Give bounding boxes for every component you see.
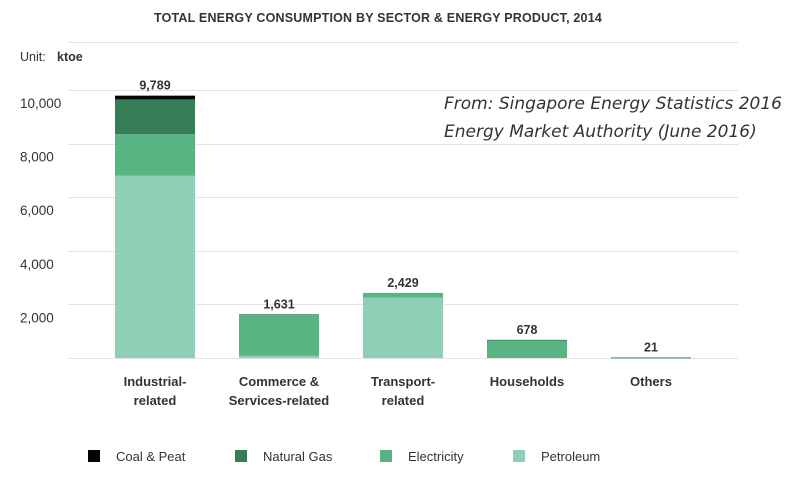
total-label: 9,789 (139, 79, 170, 93)
y-tick-label: 8,000 (20, 150, 54, 165)
x-category-label: Transport-related (371, 374, 435, 408)
bar-electricity (363, 292, 443, 298)
bars (115, 95, 691, 359)
legend-label: Petroleum (541, 449, 600, 464)
unit-label: Unit: (20, 50, 46, 64)
total-label: 1,631 (263, 297, 294, 311)
legend-item-petroleum: Petroleum (513, 449, 600, 464)
y-tick-label: 10,000 (20, 96, 61, 111)
y-tick-label: 6,000 (20, 203, 54, 218)
bar-petroleum (363, 297, 443, 358)
legend-swatch (235, 450, 247, 462)
bar-electricity (115, 134, 195, 176)
chart-title: TOTAL ENERGY CONSUMPTION BY SECTOR & ENE… (154, 11, 602, 25)
x-category-label: Industrial-related (124, 374, 187, 408)
legend-label: Electricity (408, 449, 464, 464)
legend: Coal & Peat Natural Gas Electricity Petrole… (88, 449, 600, 464)
total-label: 2,429 (387, 276, 418, 290)
x-category-label: Others (630, 374, 672, 389)
bar-natural-gas (611, 357, 691, 359)
y-axis-ticks: 2,000 4,000 6,000 8,000 10,000 (20, 96, 61, 325)
bar-coal-peat (115, 95, 195, 100)
legend-item-electricity: Electricity (380, 449, 464, 464)
source-line-1: From: Singapore Energy Statistics 2016 (444, 94, 782, 114)
y-tick-label: 4,000 (20, 257, 54, 272)
total-label: 21 (644, 340, 658, 354)
legend-item-natural-gas: Natural Gas (235, 449, 333, 464)
data-labels: 9,789 1,631 2,429 678 21 (139, 79, 658, 355)
bar-electricity (487, 340, 567, 358)
legend-swatch (380, 450, 392, 462)
legend-swatch (513, 450, 525, 462)
bar-natural-gas (115, 99, 195, 135)
bar-petroleum (239, 355, 319, 358)
legend-label: Natural Gas (263, 449, 333, 464)
total-label: 678 (517, 323, 538, 337)
bar-natural-gas (239, 314, 319, 316)
bar-natural-gas (487, 339, 567, 341)
x-axis-categories: Industrial-related Commerce & Services-rel… (124, 374, 672, 408)
unit-value: ktoe (57, 50, 83, 64)
legend-swatch (88, 450, 100, 462)
bar-electricity (239, 315, 319, 356)
legend-item-coal-peat: Coal & Peat (88, 449, 186, 464)
bar-petroleum (115, 175, 195, 358)
legend-label: Coal & Peat (116, 449, 186, 464)
x-category-label: Commerce & Services-related (229, 374, 330, 408)
source-line-2: Energy Market Authority (June 2016) (444, 122, 757, 142)
x-category-label: Households (490, 374, 564, 389)
y-tick-label: 2,000 (20, 310, 54, 325)
